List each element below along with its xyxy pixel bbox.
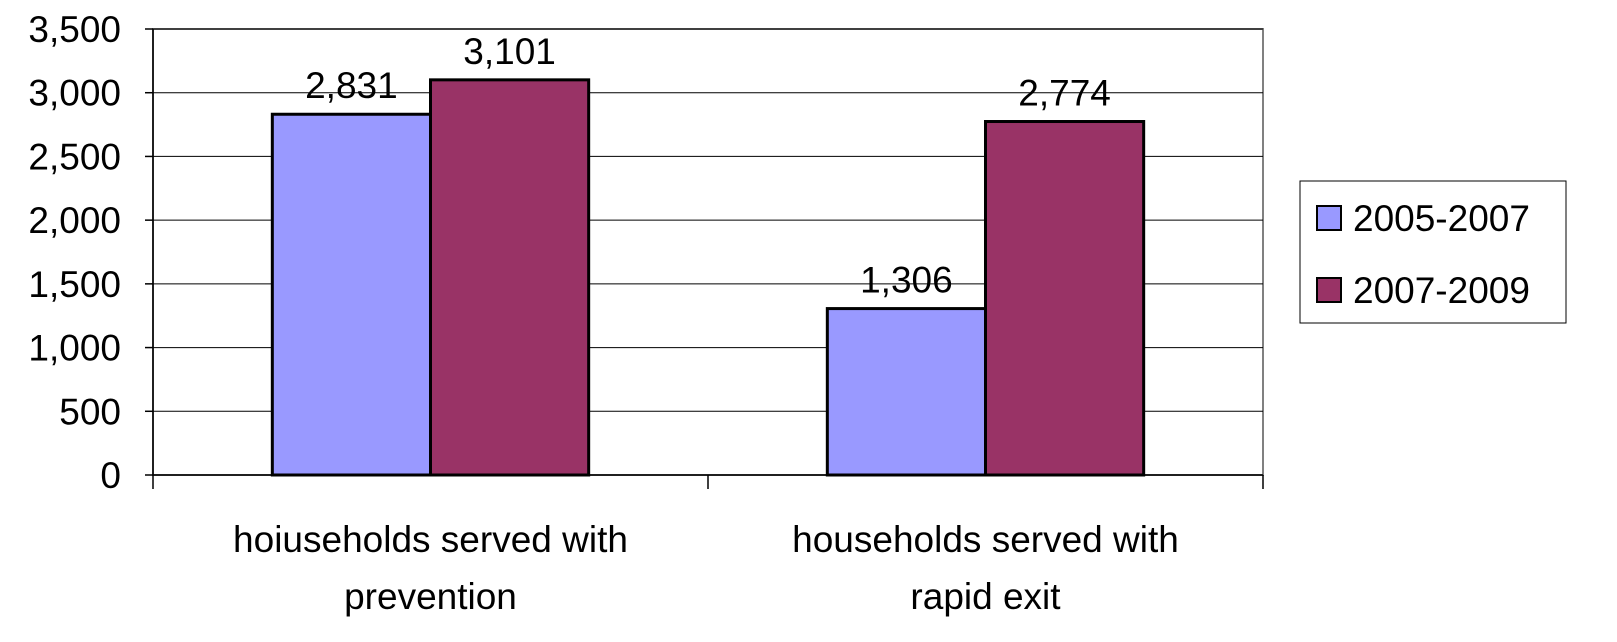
bar	[429, 78, 591, 477]
x-tick-label: households served with	[792, 519, 1179, 560]
y-tick-label: 3,000	[28, 73, 121, 114]
x-tick-label: rapid exit	[910, 576, 1061, 617]
bar	[825, 307, 988, 477]
data-label: 2,774	[1018, 73, 1111, 114]
legend-swatch	[1316, 277, 1342, 303]
y-tick-label: 2,000	[28, 200, 121, 241]
legend-label: 2007-2009	[1353, 270, 1530, 311]
data-label: 1,306	[860, 260, 953, 301]
legend	[1299, 180, 1567, 324]
y-tick-label: 1,500	[28, 264, 121, 305]
legend-label: 2005-2007	[1353, 198, 1530, 239]
bar	[984, 120, 1146, 477]
x-tick-label: prevention	[344, 576, 517, 617]
x-tick-label: hoiuseholds served with	[233, 519, 628, 560]
data-label: 3,101	[463, 31, 556, 72]
y-tick-label: 2,500	[28, 136, 121, 177]
y-tick-label: 0	[100, 455, 121, 496]
y-tick-label: 1,000	[28, 328, 121, 369]
legend-swatch	[1316, 205, 1342, 231]
data-label: 2,831	[305, 65, 398, 106]
y-tick-label: 500	[59, 391, 121, 432]
y-tick-label: 3,500	[28, 9, 121, 50]
bar	[270, 112, 433, 477]
